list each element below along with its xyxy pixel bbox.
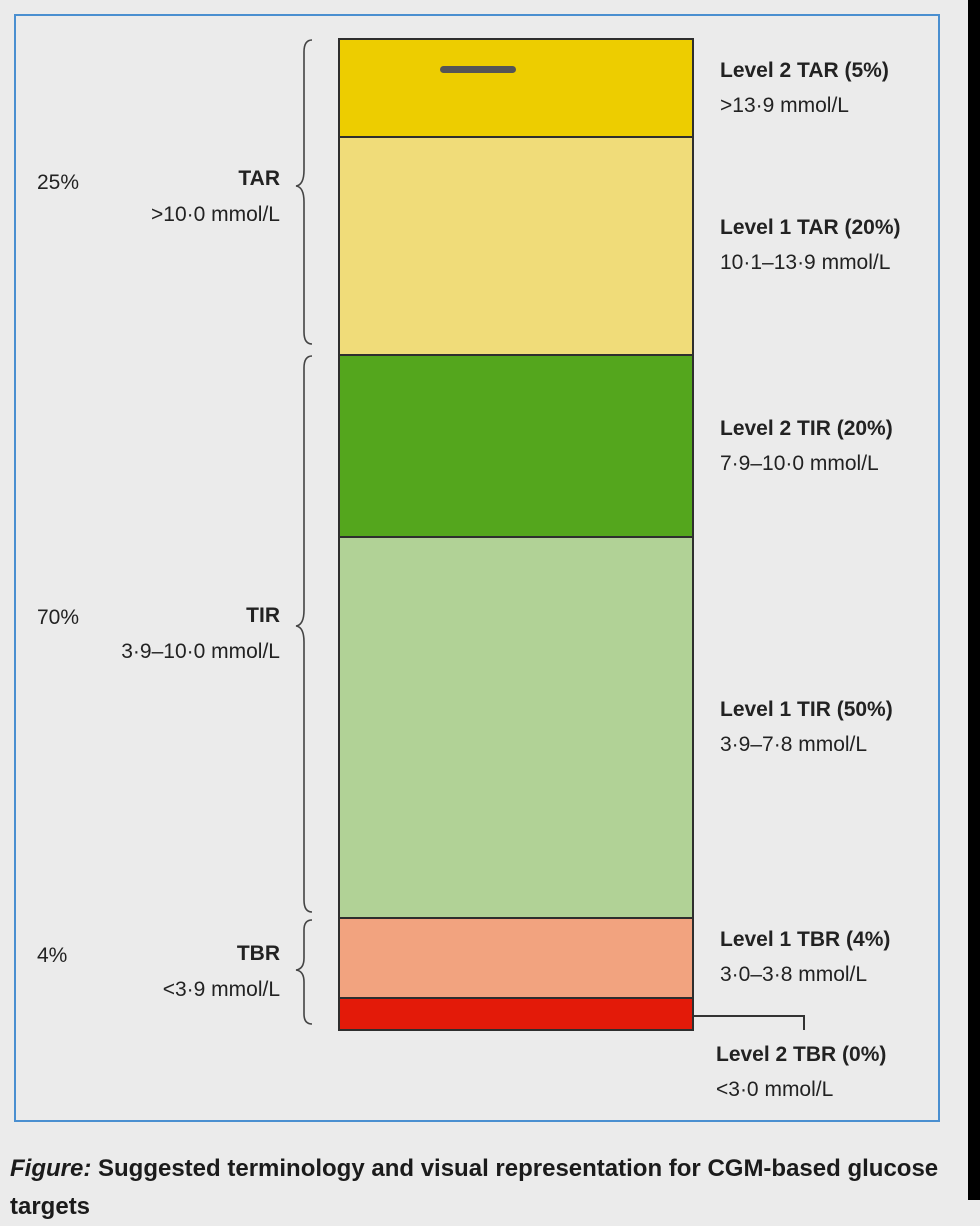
- group-range-tar: >10·0 mmol/L: [151, 203, 280, 226]
- caption-text: Suggested terminology and visual represe…: [10, 1155, 939, 1220]
- group-range-tir: 3·9–10·0 mmol/L: [121, 640, 280, 663]
- segment-range-level2-tar: >13·9 mmol/L: [720, 94, 849, 117]
- caption-prefix: Figure:: [10, 1155, 92, 1182]
- group-percent-tir: 70%: [37, 606, 80, 629]
- group-percent-tbr: 4%: [37, 944, 68, 967]
- brace-tir: [295, 355, 313, 913]
- segment-range-level1-tir: 3·9–7·8 mmol/L: [720, 733, 868, 756]
- segment-level2-tbr: [338, 997, 694, 1031]
- group-percent-tar: 25%: [37, 171, 80, 194]
- group-label-tar: TAR: [238, 167, 280, 190]
- segment-label-level1-tar: Level 1 TAR (20%): [720, 216, 901, 239]
- brace-group: [295, 39, 805, 1030]
- segment-range-level1-tar: 10·1–13·9 mmol/L: [720, 251, 891, 274]
- segment-level1-tir: [338, 536, 694, 919]
- figure-caption: Figure: Suggested terminology and visual…: [10, 1150, 960, 1226]
- target-marker: [440, 66, 516, 73]
- segment-range-level2-tir: 7·9–10·0 mmol/L: [720, 452, 879, 475]
- figure-frame: [14, 14, 940, 1122]
- segment-label-level2-tbr: Level 2 TBR (0%): [716, 1043, 887, 1066]
- segment-label-level2-tar: Level 2 TAR (5%): [720, 59, 889, 82]
- right-edge-bar: [968, 0, 980, 1200]
- segment-level2-tar: [338, 38, 694, 138]
- segment-range-level1-tbr: 3·0–3·8 mmol/L: [720, 963, 868, 986]
- segment-label-level1-tbr: Level 1 TBR (4%): [720, 928, 891, 951]
- brace-tar: [295, 39, 313, 345]
- group-range-tbr: <3·9 mmol/L: [162, 978, 280, 1001]
- group-label-tbr: TBR: [236, 942, 280, 965]
- leader-line-level2-tbr: [694, 1015, 805, 1030]
- brace-tbr: [295, 919, 313, 1025]
- segment-label-level2-tir: Level 2 TIR (20%): [720, 417, 893, 440]
- segment-level2-tir: [338, 354, 694, 538]
- group-label-tir: TIR: [246, 604, 280, 627]
- segment-label-level1-tir: Level 1 TIR (50%): [720, 698, 893, 721]
- segment-range-level2-tbr: <3·0 mmol/L: [716, 1078, 834, 1101]
